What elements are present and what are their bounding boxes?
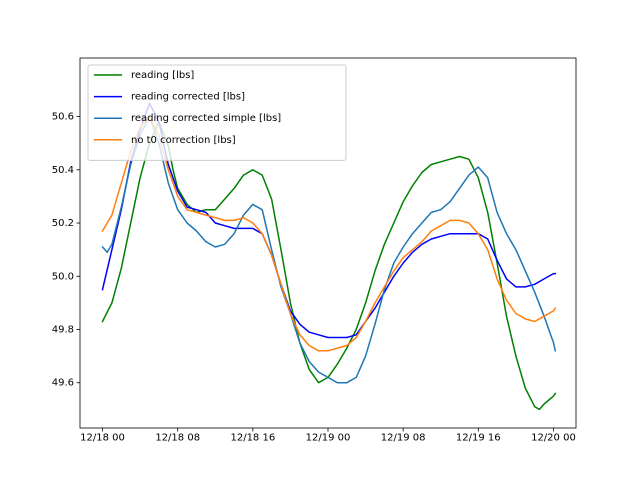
y-tick-label: 49.6: [52, 378, 74, 389]
x-tick-label: 12/19 16: [456, 432, 501, 443]
legend-label: no t0 correction [lbs]: [131, 135, 236, 146]
series-line-1: [101, 121, 557, 411]
x-tick-label: 12/18 16: [230, 432, 275, 443]
y-tick-label: 50.6: [52, 112, 74, 123]
legend-label: reading corrected simple [lbs]: [131, 113, 281, 124]
y-tick-label: 49.8: [52, 325, 74, 336]
legend-label: reading corrected [lbs]: [131, 92, 245, 103]
series-line-3: [101, 115, 557, 384]
y-tick-label: 50.4: [52, 165, 74, 176]
legend-frame: [87, 64, 347, 161]
series-line-4: [101, 115, 557, 352]
x-tick-label: 12/19 08: [381, 432, 426, 443]
x-tick-label: 12/18 08: [155, 432, 200, 443]
y-axis: 49.6 49.8 50.0 50.2 50.4 50.6: [52, 112, 80, 389]
y-tick-label: 50.2: [52, 218, 74, 229]
x-tick-label: 12/19 00: [306, 432, 351, 443]
y-tick-label: 50.0: [52, 271, 74, 282]
x-axis: 12/18 00 12/18 08 12/18 16 12/19 00 12/19 08…: [80, 428, 576, 443]
legend-label: reading [lbs]: [131, 70, 194, 81]
legend: reading [lbs] reading corrected [lbs] read…: [87, 64, 347, 161]
x-tick-label: 12/18 00: [80, 432, 125, 443]
series-line-2: [101, 102, 557, 339]
x-tick-label: 12/20 00: [531, 432, 576, 443]
series-layer: [101, 102, 557, 411]
